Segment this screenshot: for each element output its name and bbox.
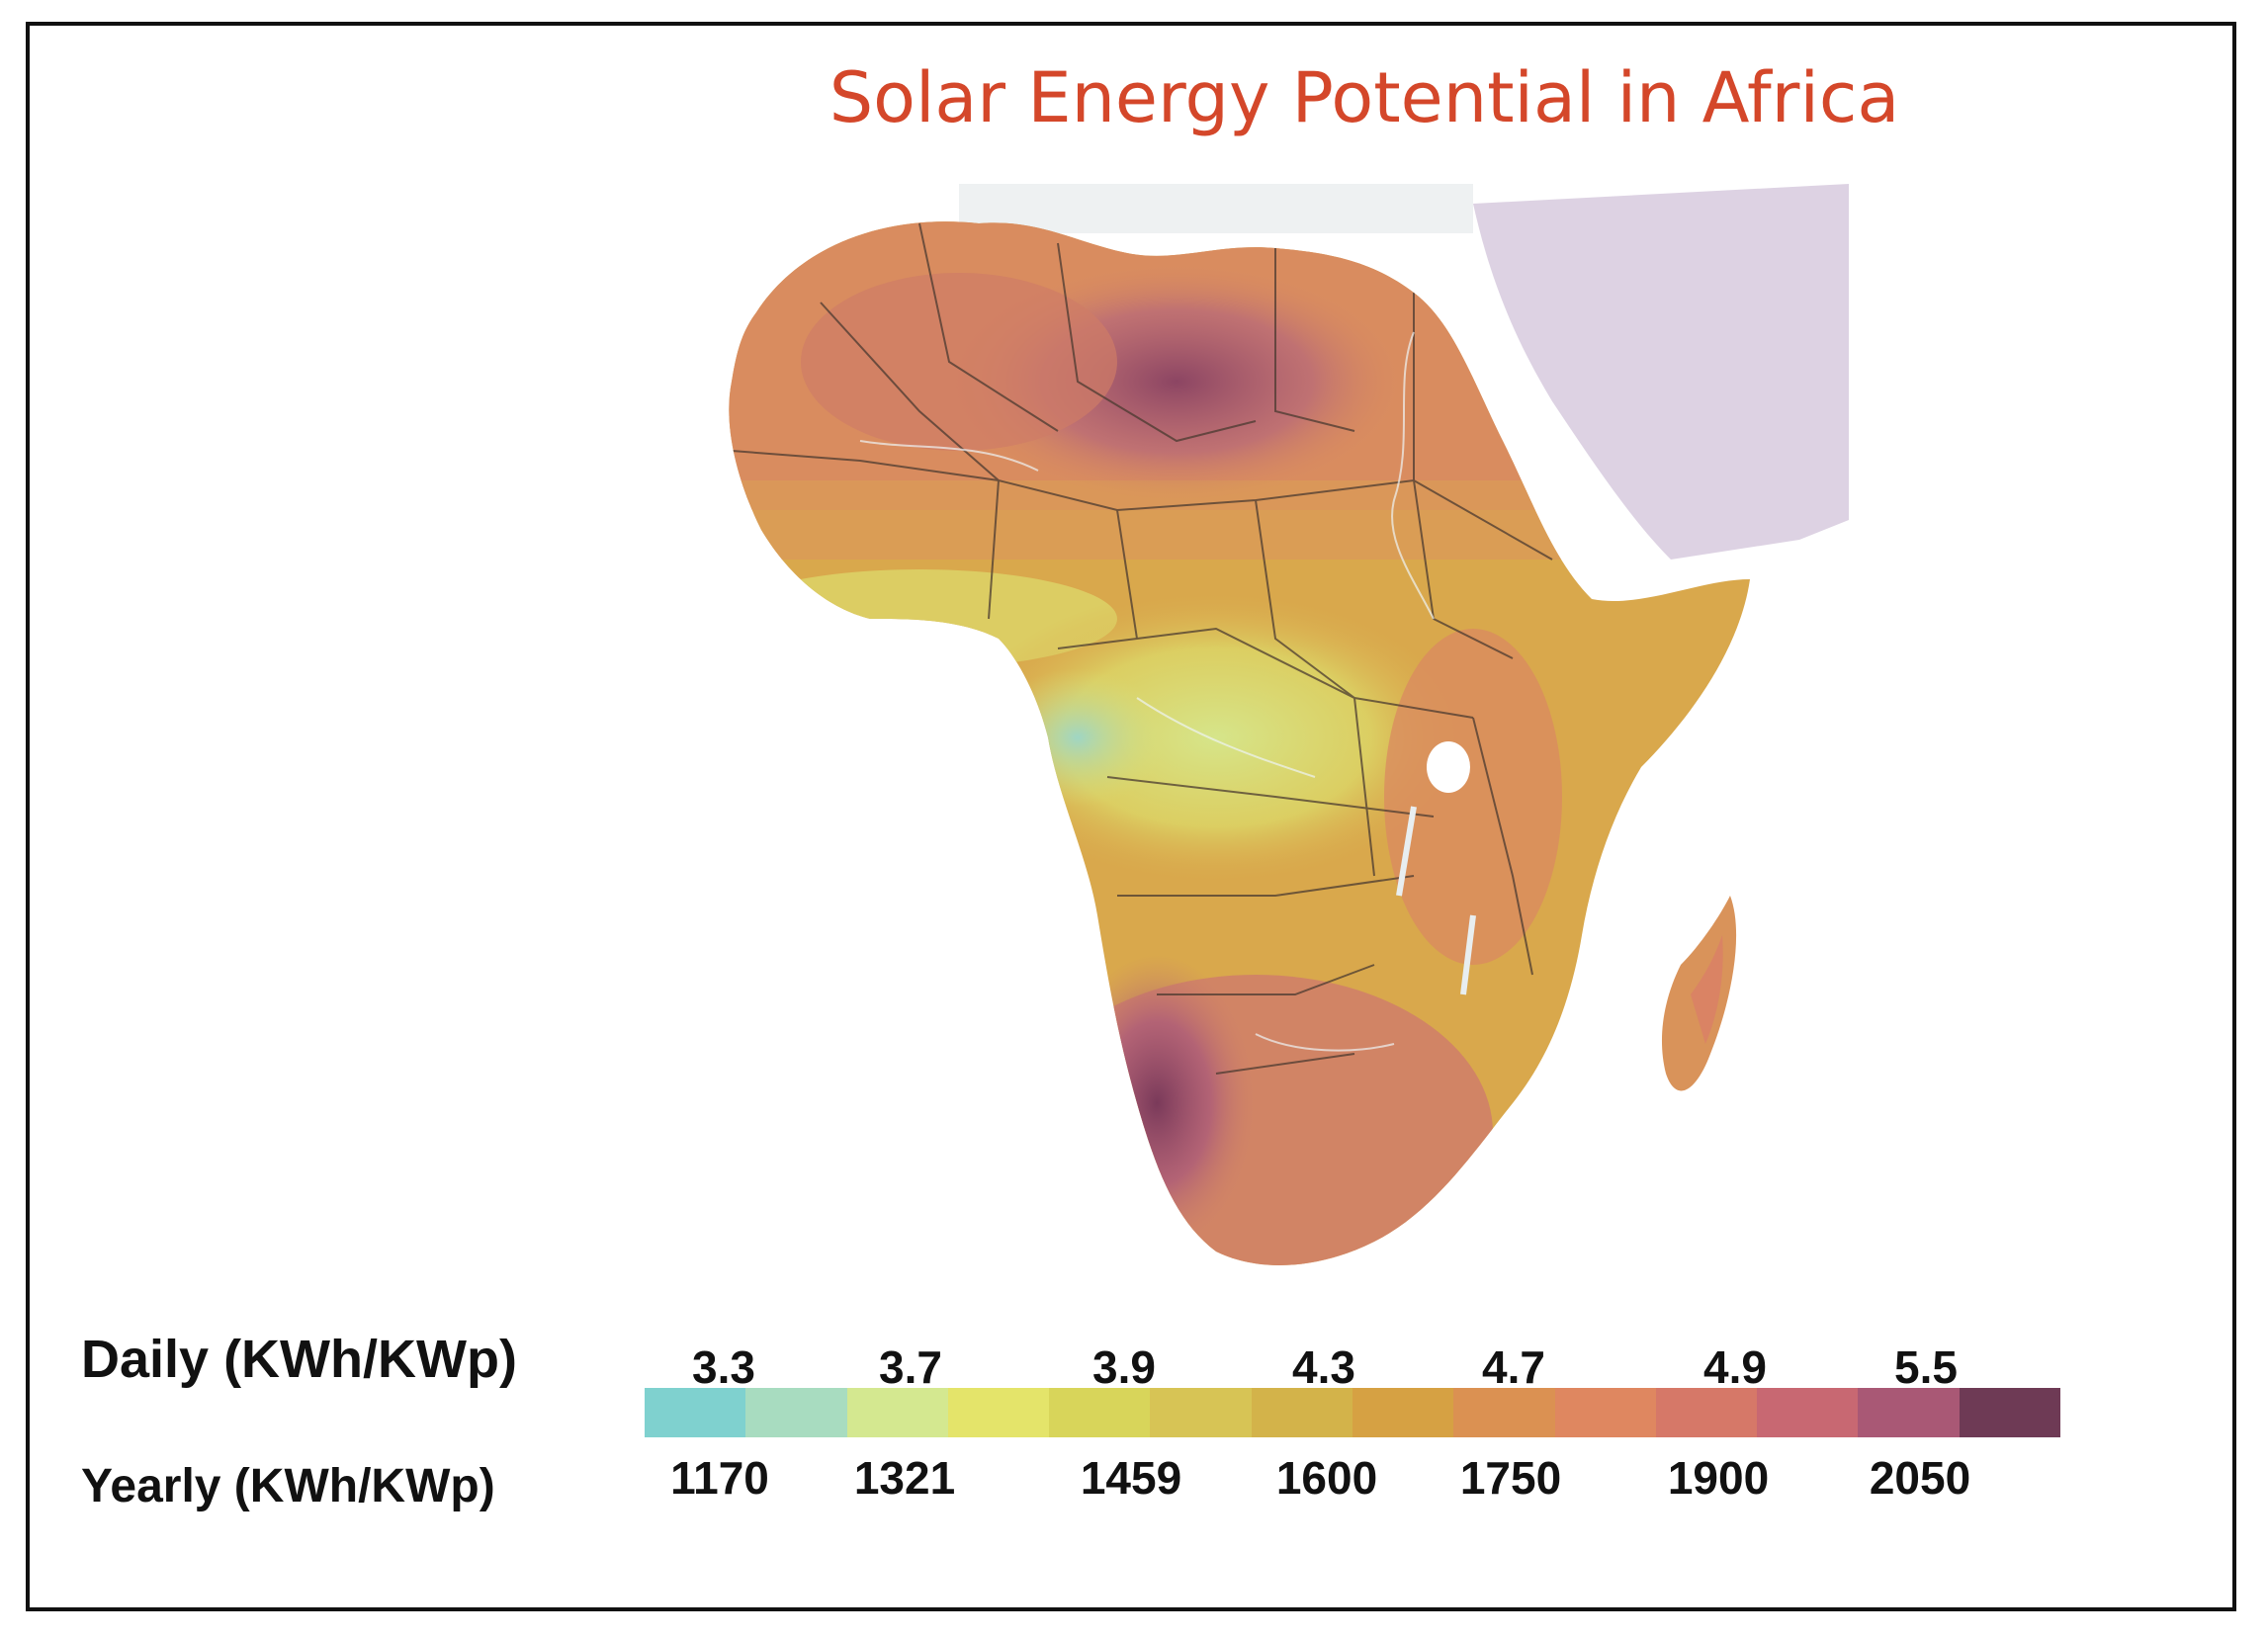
arabian-peninsula [1473, 184, 1849, 560]
color-scale-step [1554, 1388, 1656, 1437]
daily-tick-label: 3.7 [879, 1341, 942, 1393]
yearly-tick-label: 1321 [853, 1452, 956, 1504]
color-scale-step [1049, 1388, 1151, 1437]
yearly-tick-label: 1900 [1667, 1452, 1770, 1504]
lake-victoria [1427, 741, 1470, 793]
color-scale-step [1150, 1388, 1252, 1437]
mediterranean-area [959, 184, 1473, 233]
color-scale-step [1251, 1388, 1352, 1437]
color-scale-step [1858, 1388, 1960, 1437]
yearly-legend-label: Yearly (KWh/KWp) [81, 1460, 495, 1512]
color-scale-step [1655, 1388, 1758, 1437]
color-scale-step [745, 1388, 847, 1437]
lake-malawi [1460, 914, 1476, 995]
daily-tick-label: 5.5 [1894, 1341, 1958, 1393]
country-borders [731, 222, 1553, 1075]
color-scale-bar [645, 1388, 2060, 1437]
map-title: Solar Energy Potential in Africa [829, 57, 1900, 138]
color-scale-step [1959, 1388, 2060, 1437]
daily-tick-label: 4.3 [1292, 1341, 1355, 1393]
yearly-tick-label: 1459 [1080, 1452, 1182, 1504]
yearly-tick-label: 1170 [670, 1452, 769, 1504]
rivers [859, 331, 1435, 1052]
yearly-tick-label: 1750 [1459, 1452, 1562, 1504]
lake-tanganyika [1396, 806, 1417, 897]
yearly-tick-label: 2050 [1869, 1452, 1971, 1504]
daily-tick-label: 3.3 [692, 1341, 755, 1393]
color-scale-step [1757, 1388, 1859, 1437]
daily-tick-label: 4.9 [1703, 1341, 1767, 1393]
daily-tick-label: 3.9 [1092, 1341, 1156, 1393]
daily-tick-label: 4.7 [1482, 1341, 1545, 1393]
color-scale-step [645, 1388, 746, 1437]
yearly-tick-label: 1600 [1275, 1452, 1378, 1504]
africa-solar-map [729, 184, 1849, 1265]
color-scale-step [1352, 1388, 1454, 1437]
daily-legend-label: Daily (KWh/KWp) [81, 1330, 517, 1389]
color-scale-step [1453, 1388, 1555, 1437]
figure-frame: Solar Energy Potential in Africa [26, 22, 2236, 1611]
color-scale-step [846, 1388, 948, 1437]
color-scale-step [947, 1388, 1050, 1437]
